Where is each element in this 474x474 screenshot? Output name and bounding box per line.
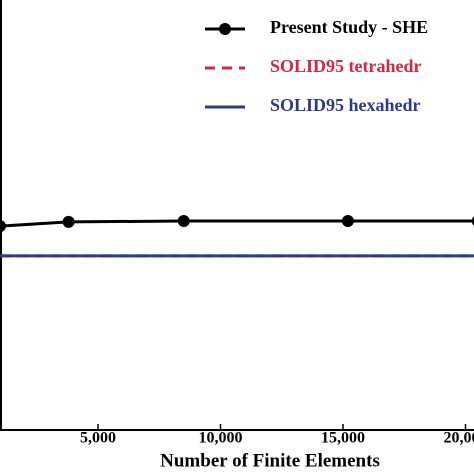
x-axis-label: Number of Finite Elements — [160, 450, 380, 471]
x-tick-label: 15,000 — [321, 430, 365, 447]
data-point — [0, 220, 6, 233]
data-point — [341, 215, 354, 228]
legend-label: Present Study - SHE — [270, 17, 428, 37]
x-tick-label: 10,000 — [199, 430, 243, 447]
data-point — [177, 215, 190, 228]
data-point — [62, 215, 75, 228]
legend-marker — [219, 23, 231, 35]
legend-label: SOLID95 hexahedr — [270, 95, 421, 115]
x-tick-label: 5,000 — [80, 430, 116, 447]
legend-label: SOLID95 tetrahedr — [270, 56, 422, 76]
data-point — [471, 216, 474, 226]
x-tick-label: 20,000 — [444, 430, 474, 447]
